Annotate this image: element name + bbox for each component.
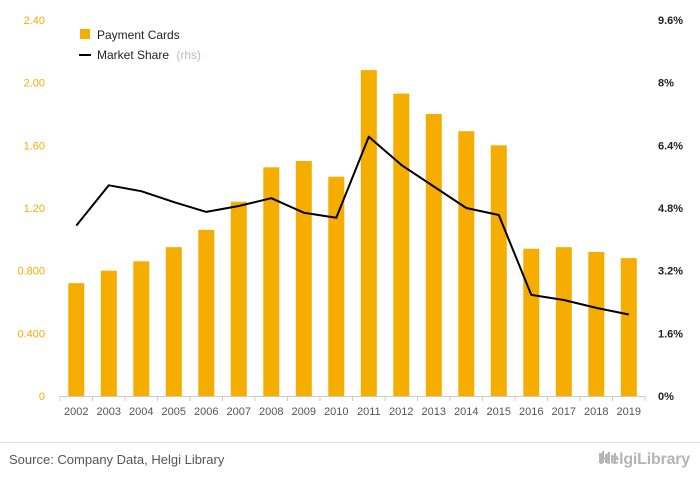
- x-tick-label: 2011: [357, 406, 381, 418]
- brand-logo: HelgiLibrary: [599, 451, 690, 469]
- bar-2005: [165, 247, 182, 396]
- bar-2015: [490, 145, 507, 396]
- y-right-tick-label: 4.8%: [658, 203, 683, 215]
- legend-label-rhs: (rhs): [176, 48, 201, 62]
- x-tick-label: 2003: [97, 406, 121, 418]
- combo-chart: 2002 2003 2004 2005 2006 2007 2008 2009 2010 2011…: [17, 15, 683, 418]
- x-tick-label: 2014: [454, 406, 478, 418]
- x-tick-label: 2006: [194, 406, 218, 418]
- x-tick-label: 2002: [64, 406, 88, 418]
- bar-2019: [620, 258, 637, 396]
- y-left-tick-label: 2.00: [24, 78, 45, 90]
- y-left-tick-label: 0: [39, 391, 45, 403]
- y-right-tick-label: 8%: [658, 78, 674, 90]
- bar-2011: [360, 70, 377, 396]
- library-icon: [599, 451, 617, 463]
- bar-2010: [328, 176, 345, 396]
- y-right-tick-label: 0%: [658, 391, 674, 403]
- y-left-tick-label: 1.20: [24, 203, 45, 215]
- x-tick-label: 2005: [162, 406, 186, 418]
- brand-name: HelgiLibrary: [599, 451, 690, 468]
- x-tick-label: 2010: [324, 406, 348, 418]
- bar-2012: [393, 93, 410, 396]
- x-tick-label: 2013: [422, 406, 446, 418]
- y-left-tick-label: 2.40: [24, 15, 45, 27]
- legend-swatch-payment-cards: [80, 29, 90, 39]
- bar-2004: [133, 261, 150, 396]
- x-tick-label: 2017: [552, 406, 576, 418]
- bar-2007: [230, 201, 247, 396]
- y-right-tick-label: 1.6%: [658, 328, 683, 340]
- x-tick-label: 2016: [519, 406, 543, 418]
- y-left-tick-label: 0.400: [17, 328, 45, 340]
- legend-label-payment-cards: Payment Cards: [97, 28, 180, 42]
- bar-2018: [588, 251, 605, 396]
- bar-2003: [100, 270, 117, 396]
- source-note: Source: Company Data, Helgi Library: [9, 452, 225, 467]
- x-tick-label: 2012: [389, 406, 413, 418]
- x-tick-label: 2009: [292, 406, 316, 418]
- x-tick-label: 2004: [129, 406, 153, 418]
- x-tick-label: 2019: [617, 406, 641, 418]
- bars-layer: [68, 70, 637, 396]
- x-tick-label: 2018: [584, 406, 608, 418]
- line-layer: [75, 135, 629, 316]
- bar-2002: [68, 283, 85, 396]
- legend: Payment Cards Market Share (rhs): [79, 28, 201, 62]
- market-share-line: [75, 135, 629, 316]
- y-right-tick-label: 6.4%: [658, 140, 683, 152]
- y-right-tick-label: 3.2%: [658, 266, 683, 278]
- bar-2014: [458, 131, 475, 396]
- bar-2013: [425, 114, 442, 396]
- x-tick-label: 2008: [259, 406, 283, 418]
- x-tick-label: 2007: [227, 406, 251, 418]
- legend-label-market-share: Market Share (rhs): [97, 48, 201, 62]
- bar-2016: [523, 248, 540, 396]
- y-left-tick-label: 0.800: [17, 266, 45, 278]
- axes-layer: 2002 2003 2004 2005 2006 2007 2008 2009 2010 2011…: [17, 15, 683, 418]
- legend-label-market-share-text: Market Share: [97, 48, 169, 62]
- y-right-tick-label: 9.6%: [658, 15, 683, 27]
- bar-2009: [295, 161, 312, 396]
- bar-2008: [263, 167, 280, 396]
- y-left-tick-label: 1.60: [24, 140, 45, 152]
- chart-footer: Source: Company Data, Helgi Library Helg…: [0, 442, 700, 483]
- x-tick-label: 2015: [487, 406, 511, 418]
- bar-2006: [198, 229, 215, 396]
- bar-2017: [555, 247, 572, 396]
